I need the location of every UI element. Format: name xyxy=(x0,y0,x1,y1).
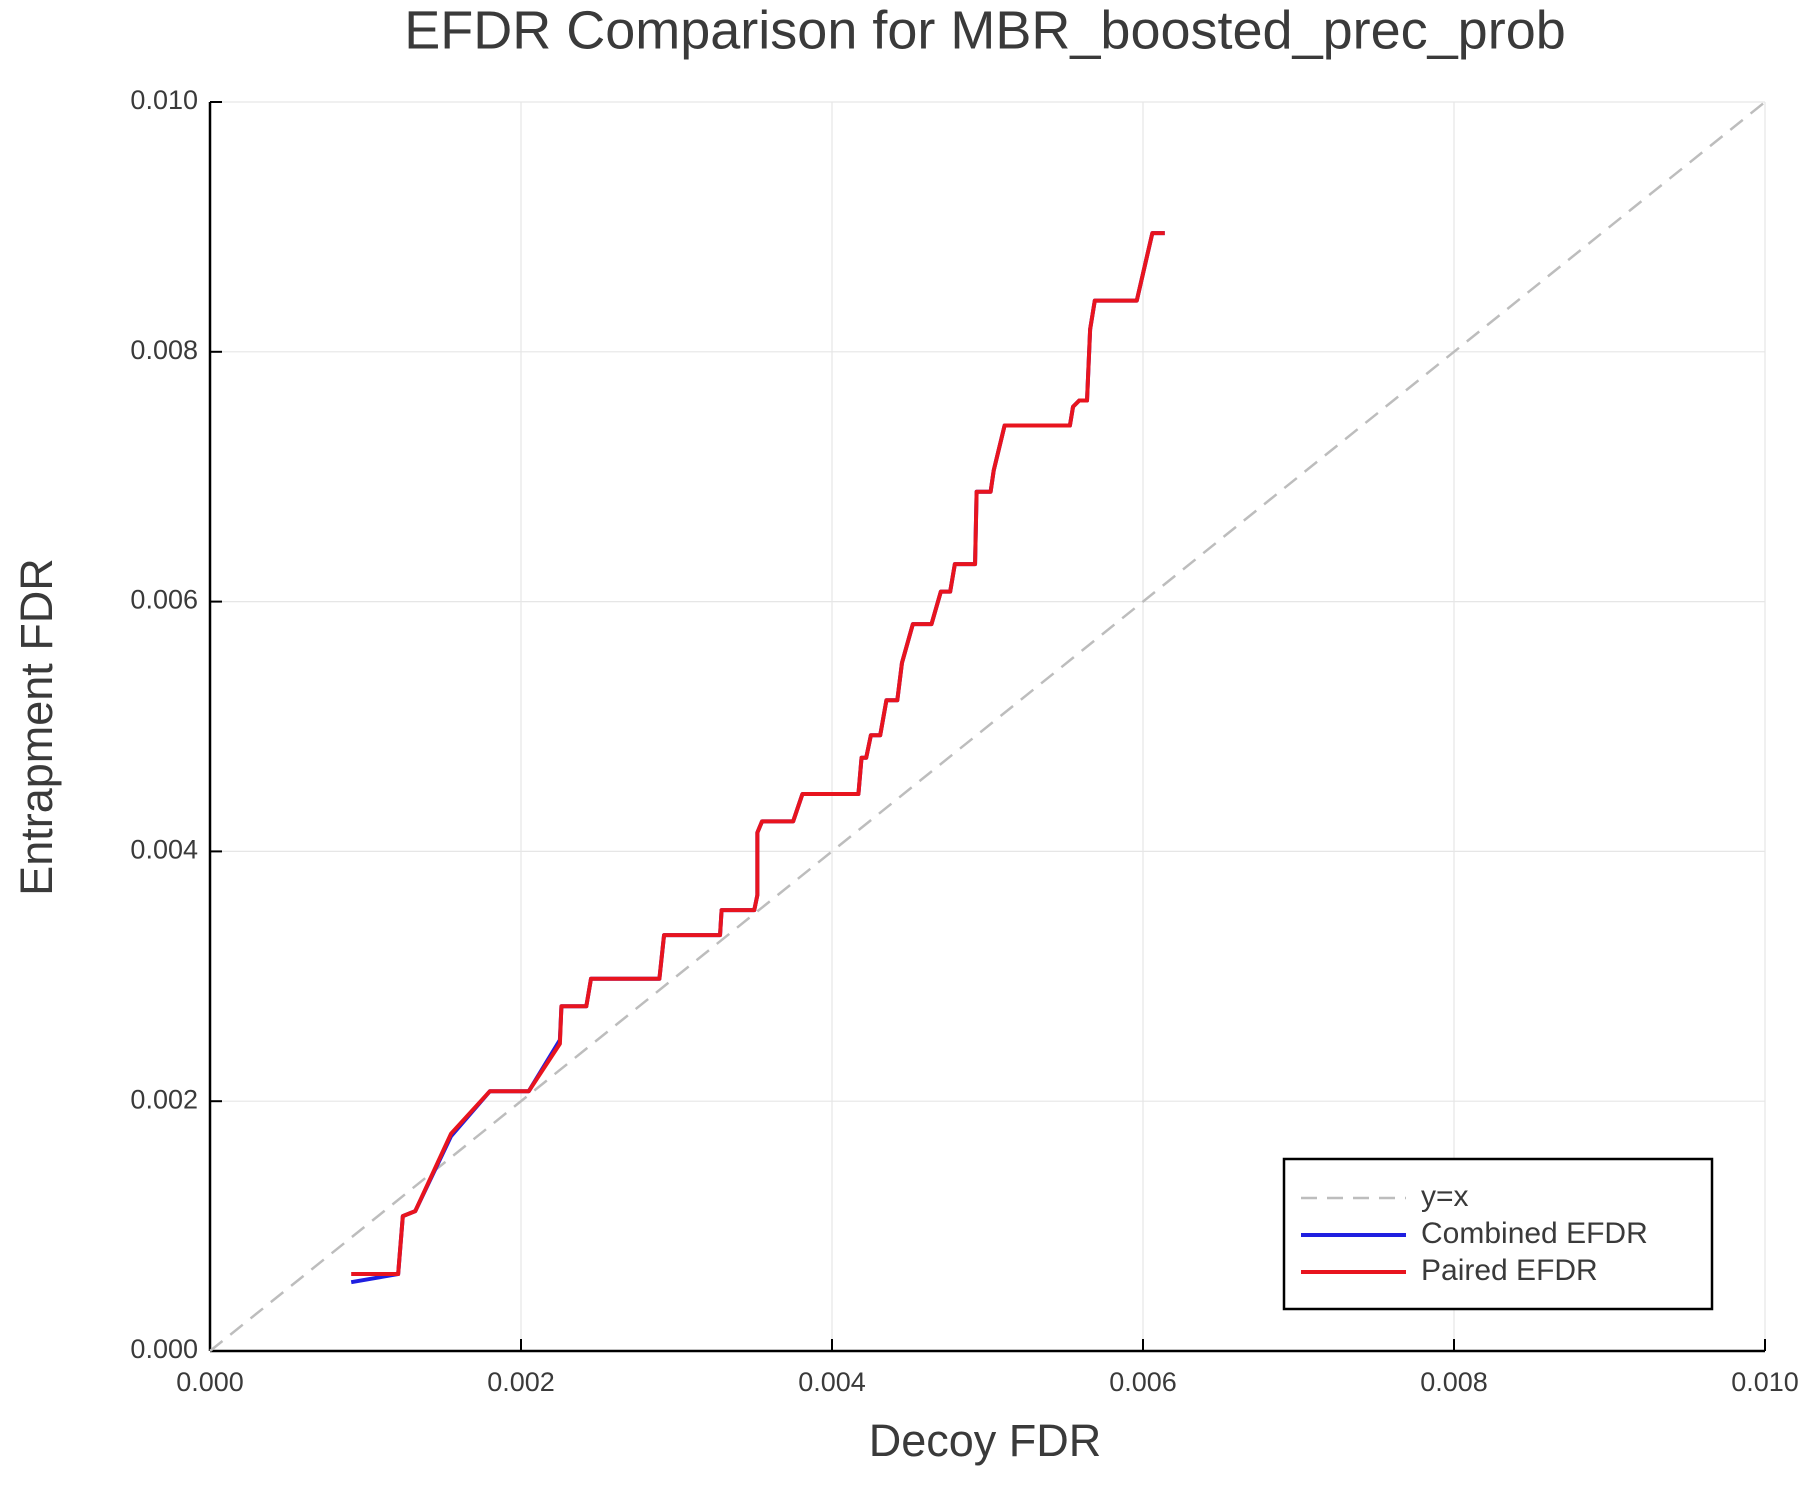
y-tick-label: 0.004 xyxy=(130,835,198,865)
chart-title: EFDR Comparison for MBR_boosted_prec_pro… xyxy=(404,0,1566,60)
x-tick-label: 0.002 xyxy=(487,1367,555,1397)
legend-label: y=x xyxy=(1421,1180,1469,1213)
series-line xyxy=(350,231,1165,1285)
series-line xyxy=(209,101,1766,1352)
y-tick-label: 0.008 xyxy=(130,335,198,365)
x-tick-label: 0.010 xyxy=(1731,1367,1799,1397)
x-axis-label: Decoy FDR xyxy=(869,1415,1102,1466)
y-tick-label: 0.006 xyxy=(130,585,198,615)
legend-label: Combined EFDR xyxy=(1421,1217,1648,1250)
x-tick-label: 0.000 xyxy=(176,1367,244,1397)
y-axis-label: Entrapment FDR xyxy=(11,558,62,896)
legend-label: Paired EFDR xyxy=(1421,1254,1598,1287)
y-tick-label: 0.000 xyxy=(130,1334,198,1364)
y-tick-label: 0.010 xyxy=(130,85,198,115)
legend: y=x Combined EFDR Paired EFDR xyxy=(1282,1157,1714,1311)
series-line xyxy=(351,231,1165,1277)
x-tick-label: 0.004 xyxy=(798,1367,866,1397)
x-tick-label: 0.008 xyxy=(1420,1367,1488,1397)
x-tick-label: 0.006 xyxy=(1109,1367,1177,1397)
y-tick-label: 0.002 xyxy=(130,1084,198,1114)
